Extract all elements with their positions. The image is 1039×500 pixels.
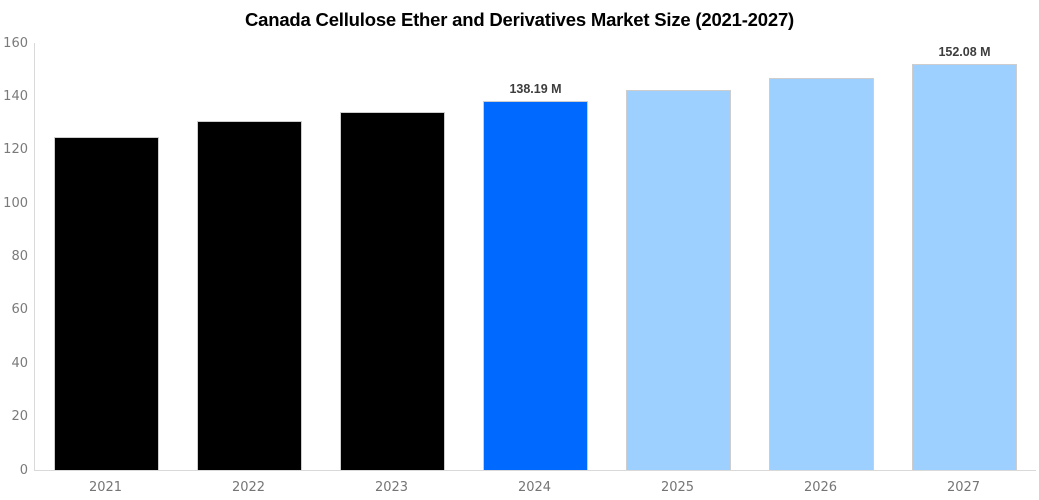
bar-2026 [769, 77, 874, 470]
bar-2024 [483, 101, 588, 470]
bar-slot-2026 [750, 43, 893, 470]
x-tick-label-2027: 2027 [946, 480, 981, 495]
y-tick-label: 160 [3, 35, 28, 51]
y-axis-tick-labels: 0 20 40 60 80 100 120 140 160 [0, 36, 28, 478]
bar-slot-2021 [35, 43, 178, 470]
x-tick-label-2026: 2026 [803, 480, 838, 495]
x-tick-label-2022: 2022 [231, 480, 266, 495]
bar-value-label-2027: 152.08 M [938, 45, 991, 60]
bar-2022 [197, 120, 302, 470]
y-tick-label: 0 [19, 462, 28, 478]
chart-title: Canada Cellulose Ether and Derivatives M… [244, 9, 794, 30]
plot-area: 138.19 M 152.08 M [34, 43, 1036, 471]
y-tick-label: 80 [11, 249, 28, 264]
bar-2027 [912, 64, 1017, 470]
y-tick-label: 120 [3, 142, 28, 158]
bar-value-label-2024: 138.19 M [509, 82, 562, 97]
bars-container: 138.19 M 152.08 M [35, 43, 1036, 470]
x-tick-label-2025: 2025 [660, 480, 695, 495]
y-tick-label: 140 [3, 88, 28, 104]
bar-slot-2023 [321, 43, 464, 470]
x-tick-label-2023: 2023 [374, 480, 409, 495]
bar-2025 [626, 89, 731, 470]
bar-slot-2024: 138.19 M [464, 43, 607, 470]
bar-slot-2027: 152.08 M [893, 43, 1036, 470]
y-tick-label: 40 [11, 355, 28, 371]
y-tick-label: 20 [11, 409, 28, 425]
x-axis-tick-labels: 2021 2022 2023 2024 2025 2026 2027 [34, 471, 1035, 495]
x-tick-label-2021: 2021 [88, 480, 123, 495]
x-tick-label-2024: 2024 [517, 480, 552, 495]
bar-slot-2022 [178, 43, 321, 470]
bar-2023 [340, 111, 445, 470]
y-tick-label: 60 [11, 302, 28, 318]
y-tick-label: 100 [3, 195, 28, 211]
bar-2021 [54, 136, 159, 470]
bar-slot-2025 [607, 43, 750, 470]
